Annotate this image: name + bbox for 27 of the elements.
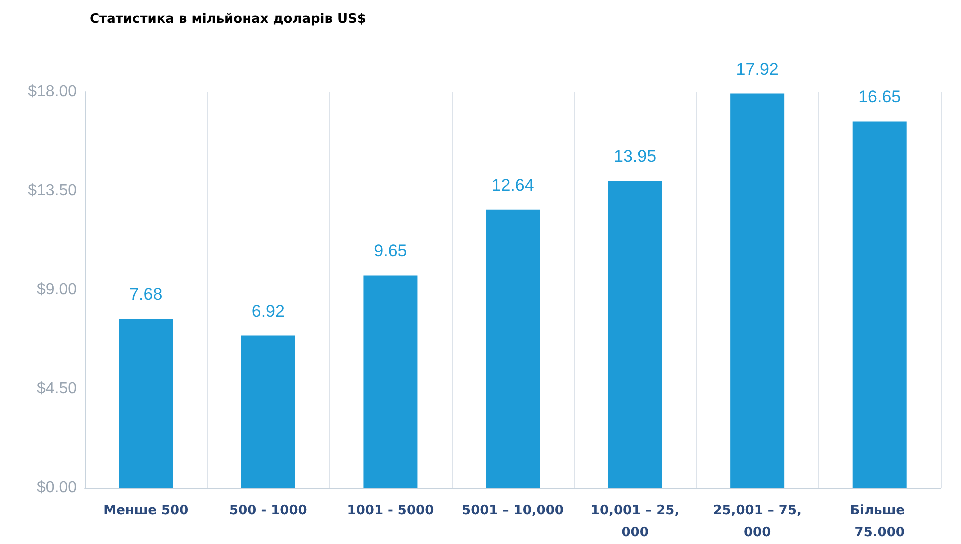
data-label: 12.64: [492, 176, 534, 195]
y-tick-label: $9.00: [36, 282, 78, 298]
bar: [486, 210, 540, 488]
x-tick-label: 500 - 1000: [230, 504, 308, 518]
y-tick-label: $13.50: [28, 182, 78, 200]
data-label: 16.65: [858, 88, 902, 107]
bar: [730, 94, 785, 488]
x-tick-label: Менше 500: [104, 504, 189, 518]
y-tick-label: $4.50: [36, 380, 78, 398]
data-label: 13.95: [614, 147, 657, 166]
bar: [608, 181, 662, 488]
chart-title: Статистика в мільйонах доларів US$: [90, 12, 366, 27]
y-tick-label: $18.00: [28, 84, 78, 100]
bar: [364, 276, 418, 488]
data-label: 9.65: [374, 242, 408, 261]
x-tick-label: Більше 75.000: [850, 504, 910, 540]
bar: [119, 319, 174, 488]
x-tick-label: 1001 - 5000: [347, 504, 434, 518]
x-tick-label: 10,001 – 25,000: [590, 504, 680, 540]
bar: [852, 122, 907, 488]
data-label: 7.68: [130, 285, 163, 304]
data-label: 17.92: [736, 60, 779, 79]
bar: [241, 336, 296, 488]
x-tick-label: 5001 – 10,000: [462, 504, 564, 518]
data-label: 6.92: [252, 302, 285, 321]
y-tick-label: $0.00: [36, 480, 78, 496]
x-tick-label: 25,001 – 75,000: [713, 504, 802, 540]
